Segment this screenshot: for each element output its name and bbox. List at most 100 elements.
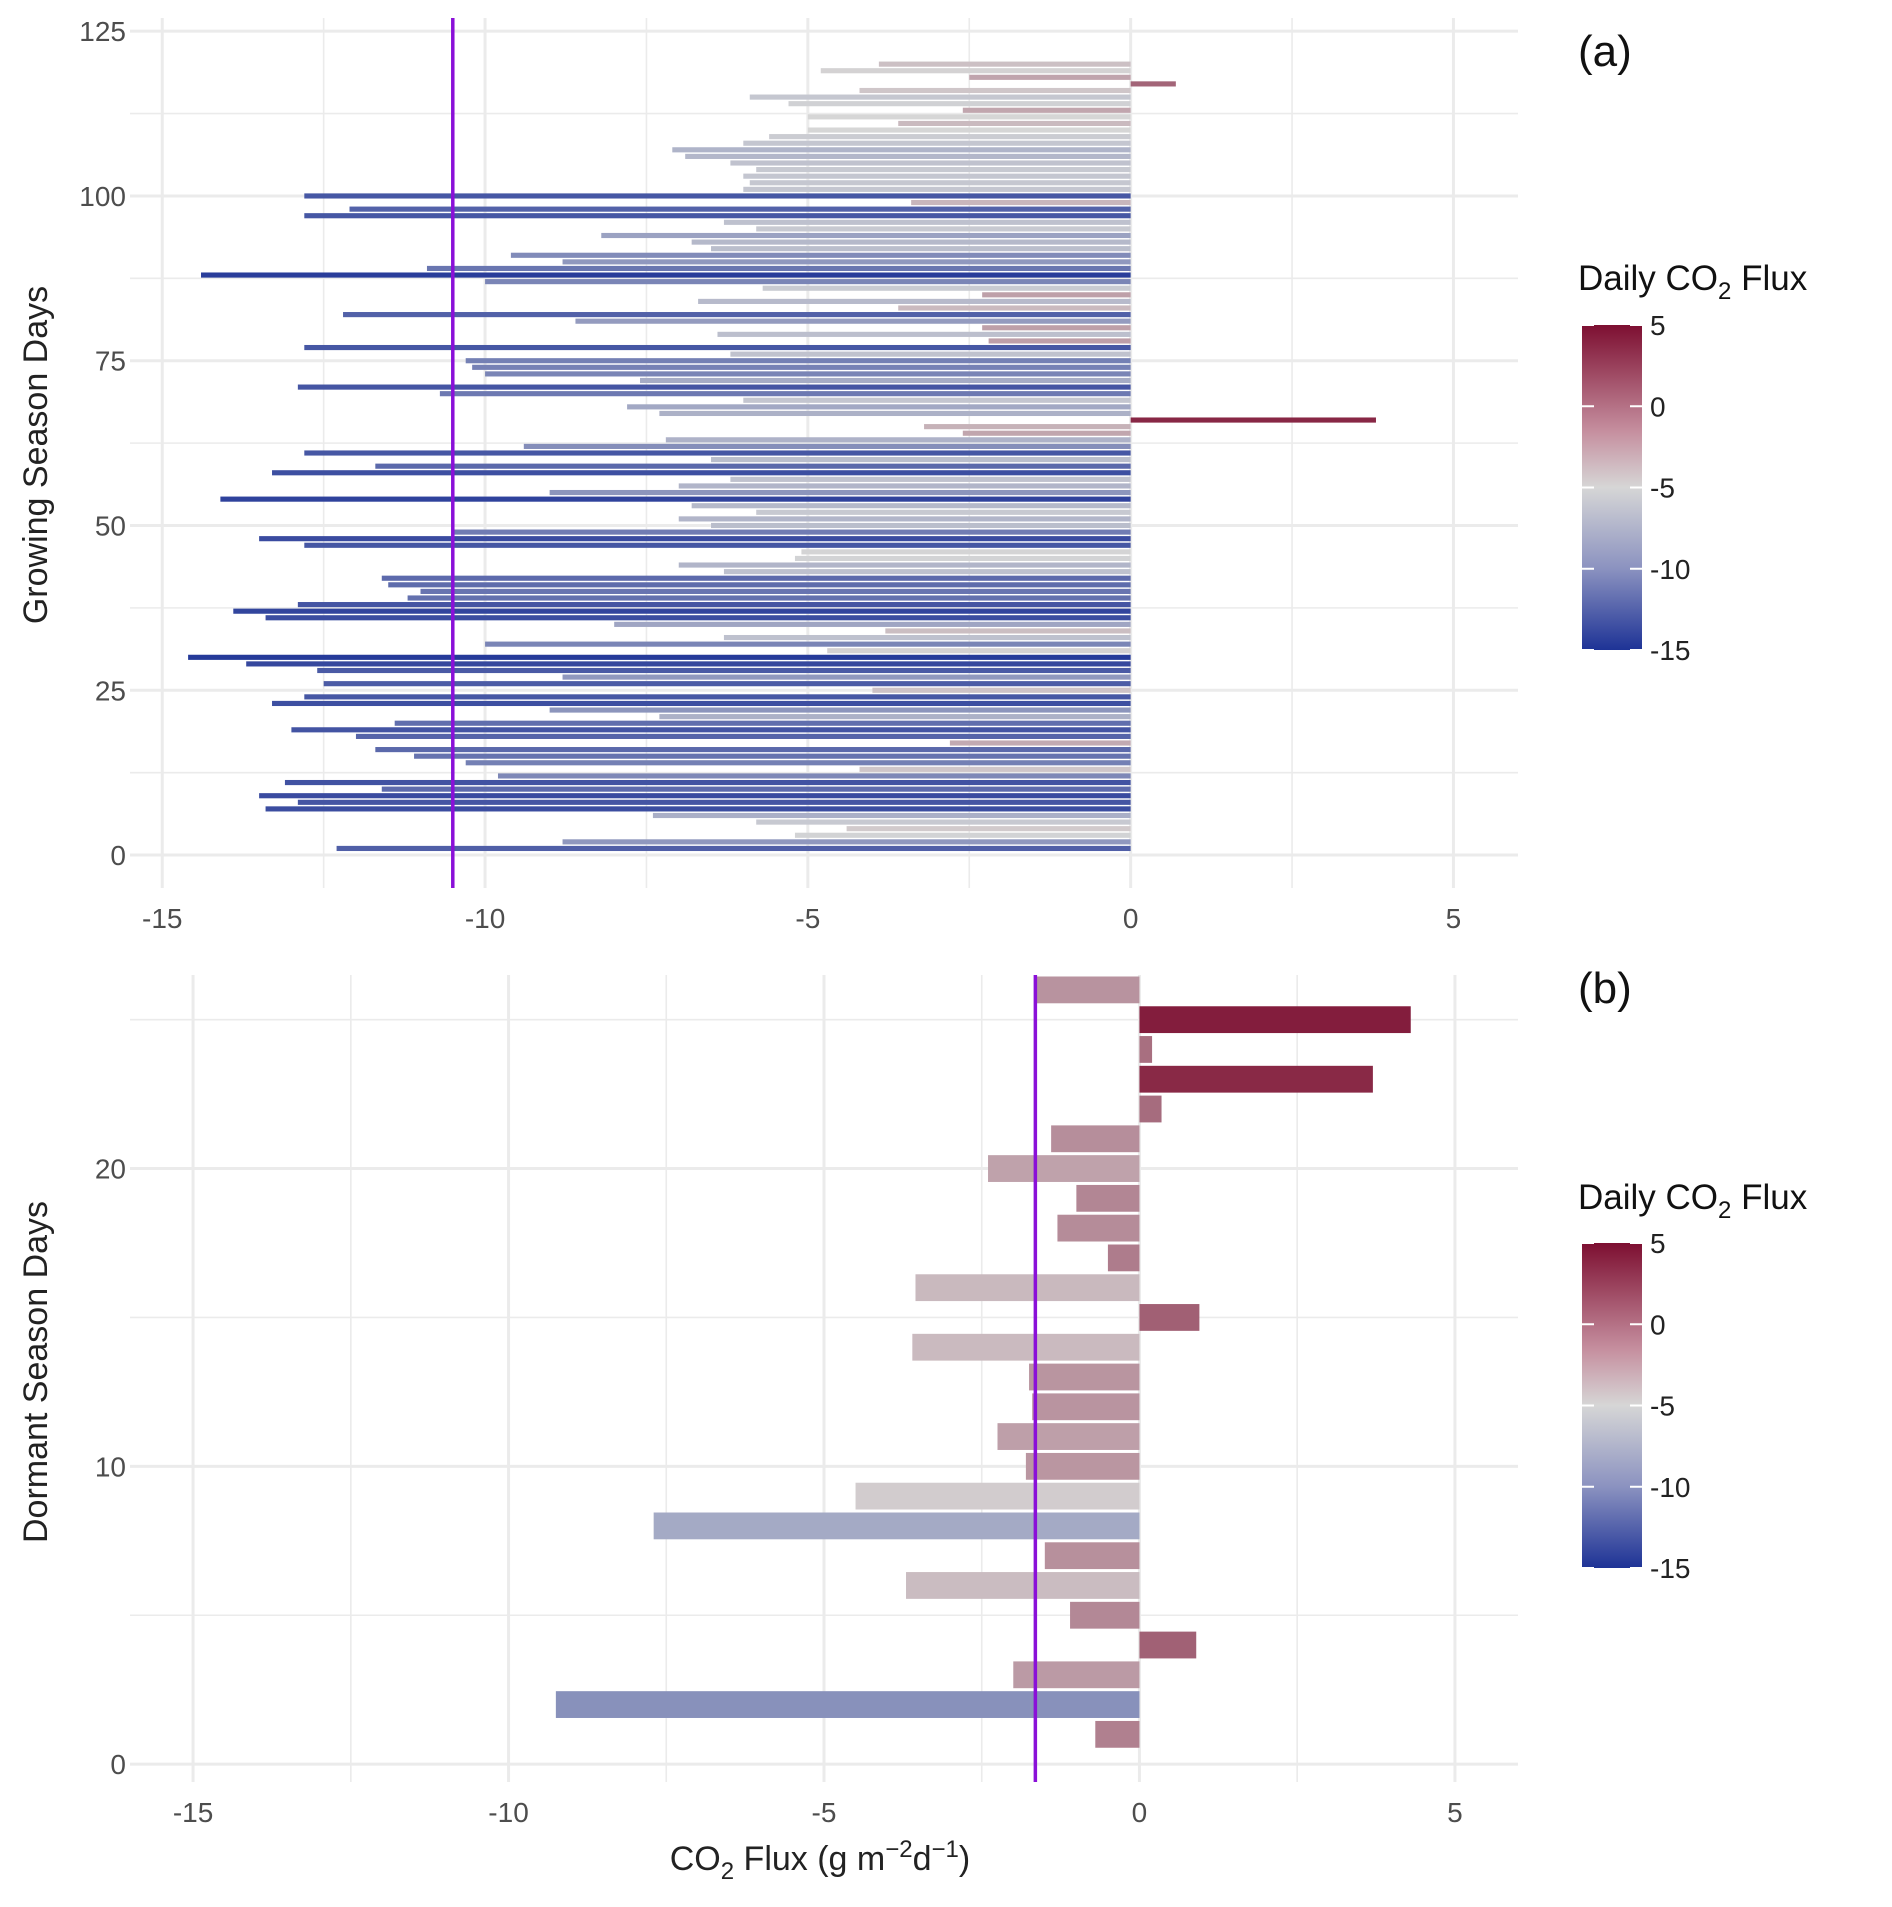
flux-bar: [898, 305, 1131, 311]
flux-bar: [1032, 1393, 1140, 1421]
flux-bar: [878, 61, 1131, 67]
x-tick-label: 5: [1446, 903, 1462, 934]
flux-bar: [794, 555, 1131, 562]
flux-bar: [820, 68, 1131, 74]
flux-bar: [906, 1572, 1140, 1599]
flux-bar: [284, 779, 1131, 786]
flux-bar: [1029, 1363, 1140, 1391]
flux-bar: [711, 246, 1131, 252]
panel-b-legend-title: Daily CO2 Flux: [1578, 1178, 1808, 1224]
flux-bar: [555, 1691, 1140, 1718]
flux-bar: [272, 700, 1131, 707]
flux-bar: [1130, 417, 1376, 423]
flux-bar: [1044, 1542, 1140, 1570]
flux-bar: [246, 661, 1131, 667]
flux-bar: [859, 87, 1131, 94]
flux-bar: [1130, 81, 1176, 87]
panel-b-gridlines: [130, 975, 1518, 1782]
flux-bar: [749, 180, 1131, 186]
panel-a-legend-title: Daily CO2 Flux: [1578, 259, 1808, 305]
flux-bar: [1035, 976, 1140, 1004]
flux-bar: [730, 351, 1131, 357]
x-tick-label: 5: [1447, 1797, 1463, 1828]
x-tick-label: -10: [465, 903, 505, 934]
flux-bar: [788, 101, 1131, 107]
panel-b-label: (b): [1578, 964, 1632, 1013]
flux-bar: [265, 806, 1131, 812]
panel-b-legend-title-tail: Flux: [1731, 1178, 1807, 1217]
panel-b-x-tick-labels: -15 -10 -5 0 5: [173, 1797, 1463, 1828]
flux-bar: [575, 318, 1131, 324]
colorbar-tick-label: 0: [1650, 391, 1666, 422]
colorbar-tick-label: 5: [1650, 1228, 1666, 1259]
flux-bar: [414, 753, 1131, 759]
panel-b-legend-title-sub: 2: [1718, 1197, 1731, 1224]
flux-bar: [1139, 1631, 1197, 1659]
flux-bar: [885, 628, 1131, 634]
flux-bar: [807, 127, 1131, 133]
flux-bar: [426, 265, 1131, 272]
flux-bar: [485, 279, 1131, 285]
flux-bar: [188, 654, 1131, 660]
flux-bar: [562, 259, 1131, 265]
flux-bar: [220, 496, 1131, 502]
flux-bar: [685, 153, 1131, 159]
flux-bar: [562, 674, 1131, 680]
panel-a-label: (a): [1578, 27, 1632, 76]
flux-bar: [691, 503, 1131, 509]
flux-bar: [304, 542, 1131, 548]
flux-bar: [627, 404, 1131, 410]
flux-bar: [1025, 1452, 1140, 1480]
flux-bar: [317, 667, 1131, 674]
y-tick-label: 10: [95, 1451, 126, 1482]
panel-b-legend-title-main: Daily CO: [1578, 1178, 1718, 1217]
flux-bar: [439, 391, 1131, 397]
panel-b-colorbar-ticks: 5 0 -5 -10 -15: [1582, 1228, 1690, 1584]
flux-bar: [1095, 1720, 1140, 1748]
colorbar-tick-label: 5: [1650, 310, 1666, 341]
flux-bar: [297, 602, 1131, 608]
panel-a-y-axis-title: Growing Season Days: [17, 286, 55, 624]
flux-bar: [233, 608, 1131, 614]
x-axis-title-sub: 2: [721, 1858, 734, 1885]
flux-bar: [1076, 1184, 1140, 1212]
flux-bar: [691, 239, 1131, 245]
flux-bar: [969, 74, 1131, 80]
flux-bar: [723, 569, 1131, 575]
panel-a-legend-title-sub: 2: [1718, 278, 1731, 305]
flux-bar: [304, 344, 1131, 351]
flux-bar: [562, 839, 1131, 845]
x-tick-label: -15: [142, 903, 182, 934]
flux-bar: [343, 312, 1131, 318]
flux-bar: [381, 786, 1131, 792]
flux-bar: [323, 681, 1131, 687]
flux-bar: [698, 298, 1131, 304]
flux-bar: [291, 727, 1131, 733]
dormant-season-panel: -15 -10 -5 0 5 0 10 20 Dormant Season Days (b)…: [17, 964, 1632, 1885]
flux-bar: [949, 740, 1131, 746]
y-tick-label: 0: [110, 840, 126, 871]
flux-bar: [672, 147, 1131, 153]
flux-bar: [1139, 1006, 1411, 1034]
flux-bar: [375, 747, 1131, 753]
flux-bar: [794, 832, 1131, 838]
flux-bar: [988, 338, 1131, 344]
flux-bar: [472, 364, 1131, 370]
flux-bar: [304, 193, 1131, 199]
flux-bar: [465, 760, 1131, 766]
y-tick-label: 125: [79, 16, 126, 47]
flux-bar: [1107, 1244, 1140, 1272]
flux-bar: [717, 331, 1131, 337]
x-tick-label: -5: [795, 903, 820, 934]
flux-bar: [743, 186, 1131, 192]
flux-bar: [711, 457, 1131, 463]
flux-bar: [485, 371, 1131, 377]
flux-bar: [1139, 1095, 1162, 1123]
flux-bar: [523, 443, 1131, 449]
x-axis-title-co: CO: [670, 1840, 721, 1878]
panel-b-y-tick-labels: 0 10 20: [95, 1154, 126, 1781]
growing-season-panel: -15 -10 -5 0 5 0 25 50 75 100 125 Growing Season …: [17, 16, 1632, 934]
panel-b-bars: [555, 976, 1411, 1748]
flux-bar: [924, 424, 1131, 430]
y-tick-label: 0: [110, 1749, 126, 1780]
